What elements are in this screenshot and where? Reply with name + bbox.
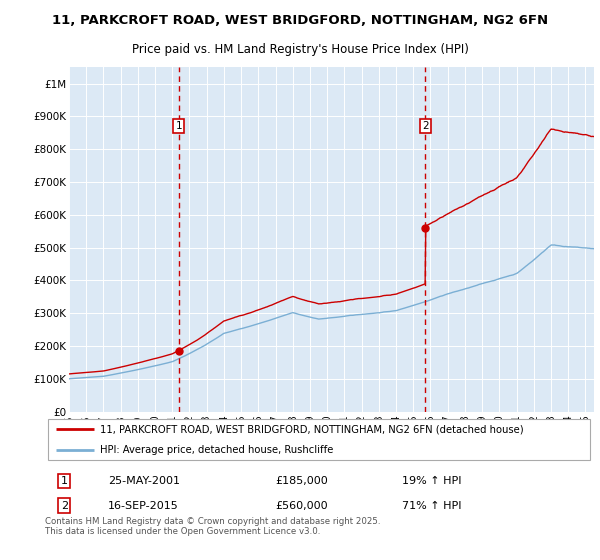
- Text: 19% ↑ HPI: 19% ↑ HPI: [402, 476, 461, 486]
- Text: 11, PARKCROFT ROAD, WEST BRIDGFORD, NOTTINGHAM, NG2 6FN: 11, PARKCROFT ROAD, WEST BRIDGFORD, NOTT…: [52, 13, 548, 26]
- Text: 2: 2: [61, 501, 68, 511]
- Text: Contains HM Land Registry data © Crown copyright and database right 2025.
This d: Contains HM Land Registry data © Crown c…: [45, 517, 380, 536]
- Text: 1: 1: [61, 476, 68, 486]
- Text: 1: 1: [175, 122, 182, 131]
- Text: 11, PARKCROFT ROAD, WEST BRIDGFORD, NOTTINGHAM, NG2 6FN (detached house): 11, PARKCROFT ROAD, WEST BRIDGFORD, NOTT…: [100, 424, 524, 435]
- Text: HPI: Average price, detached house, Rushcliffe: HPI: Average price, detached house, Rush…: [100, 445, 333, 455]
- Text: 71% ↑ HPI: 71% ↑ HPI: [402, 501, 461, 511]
- Text: £185,000: £185,000: [275, 476, 328, 486]
- FancyBboxPatch shape: [48, 419, 590, 460]
- Text: 16-SEP-2015: 16-SEP-2015: [108, 501, 179, 511]
- Text: 2: 2: [422, 122, 429, 131]
- Text: 25-MAY-2001: 25-MAY-2001: [108, 476, 180, 486]
- Text: £560,000: £560,000: [275, 501, 328, 511]
- Text: Price paid vs. HM Land Registry's House Price Index (HPI): Price paid vs. HM Land Registry's House …: [131, 43, 469, 56]
